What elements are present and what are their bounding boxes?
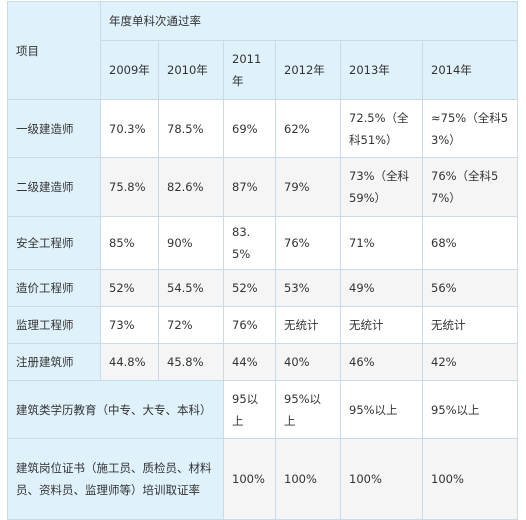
- table-row: 注册建筑师 44.8% 45.8% 44% 40% 46% 42%: [7, 343, 519, 381]
- row-label: 一级建造师: [7, 99, 101, 158]
- table-cell: 69%: [223, 99, 276, 158]
- table-cell: 44.8%: [100, 343, 159, 381]
- table-cell: 100%: [340, 438, 423, 520]
- header-year: 2012年: [275, 40, 341, 100]
- header-group-title: 年度单科次通过率: [99, 1, 519, 41]
- header-year: 2009年: [100, 40, 159, 100]
- table-cell: 70.3%: [100, 99, 159, 158]
- table-cell: 83.5%: [223, 216, 276, 270]
- table-cell: 56%: [421, 269, 519, 307]
- table-cell: 95以上: [223, 380, 276, 439]
- table-cell: 78.5%: [158, 99, 224, 158]
- row-label-wide: 建筑类学历教育（中专、大专、本科）: [7, 380, 224, 439]
- table-cell: 71%: [340, 216, 423, 270]
- table-cell: 79%: [275, 157, 341, 217]
- table-cell: 76%: [223, 306, 276, 344]
- row-label: 造价工程师: [7, 269, 101, 307]
- pass-rate-table: 项目 年度单科次通过率 2009年 2010年 2011年 2012年 2013…: [7, 1, 519, 520]
- table-cell: 95%以上: [340, 380, 423, 439]
- table-row: 一级建造师 70.3% 78.5% 69% 62% 72.5%（全科51%） ≈…: [7, 99, 519, 158]
- table-cell: 72%: [158, 306, 224, 344]
- header-year: 2013年: [340, 40, 423, 100]
- header-row-years: 2009年 2010年 2011年 2012年 2013年 2014年: [8, 40, 519, 100]
- table-cell: 72.5%（全科51%）: [340, 99, 423, 158]
- table-cell: 44%: [223, 343, 276, 381]
- table-cell: 82.6%: [158, 157, 224, 217]
- header-year: 2011年: [223, 40, 276, 100]
- table-cell: 54.5%: [158, 269, 224, 307]
- table-cell: 76%（全科57%）: [421, 157, 519, 217]
- table-cell: 45.8%: [158, 343, 224, 381]
- table-cell: 100%: [275, 438, 341, 520]
- table-cell: 76%: [275, 216, 341, 270]
- table-cell: 无统计: [340, 306, 423, 344]
- header-row-group: 项目 年度单科次通过率: [7, 1, 519, 100]
- table-cell: 73%: [100, 306, 159, 344]
- table-cell: 75.8%: [100, 157, 159, 217]
- table-cell: 62%: [275, 99, 341, 158]
- table-cell: 73%（全科59%）: [340, 157, 423, 217]
- table-cell: 46%: [340, 343, 423, 381]
- header-item: 项目: [7, 1, 101, 100]
- table-row-wide: 建筑岗位证书（施工员、质检员、材料员、资料员、监理师等）培训取证率 100% 1…: [7, 438, 519, 520]
- table-cell: 68%: [421, 216, 519, 270]
- row-label: 安全工程师: [7, 216, 101, 270]
- table-cell: 95%以上: [421, 380, 519, 439]
- table-cell: 95%以上: [275, 380, 341, 439]
- table-cell: 49%: [340, 269, 423, 307]
- header-year: 2014年: [421, 40, 519, 100]
- table-row-wide: 建筑类学历教育（中专、大专、本科） 95以上 95%以上 95%以上 95%以上: [7, 380, 519, 439]
- table-cell: ≈75%（全科53%）: [421, 99, 519, 158]
- row-label: 监理工程师: [7, 306, 101, 344]
- table-row: 二级建造师 75.8% 82.6% 87% 79% 73%（全科59%） 76%…: [7, 157, 519, 217]
- table-row: 安全工程师 85% 90% 83.5% 76% 71% 68%: [7, 216, 519, 270]
- table-cell: 无统计: [275, 306, 341, 344]
- header-year: 2010年: [158, 40, 224, 100]
- table-cell: 87%: [223, 157, 276, 217]
- row-label-wide: 建筑岗位证书（施工员、质检员、材料员、资料员、监理师等）培训取证率: [7, 438, 224, 520]
- table-cell: 100%: [421, 438, 519, 520]
- row-label: 注册建筑师: [7, 343, 101, 381]
- table-cell: 52%: [100, 269, 159, 307]
- table-cell: 40%: [275, 343, 341, 381]
- table-row: 监理工程师 73% 72% 76% 无统计 无统计 无统计: [7, 306, 519, 344]
- table-cell: 53%: [275, 269, 341, 307]
- table-cell: 52%: [223, 269, 276, 307]
- table-cell: 100%: [223, 438, 276, 520]
- row-label: 二级建造师: [7, 157, 101, 217]
- table-cell: 42%: [421, 343, 519, 381]
- table-cell: 85%: [100, 216, 159, 270]
- table-cell: 无统计: [421, 306, 519, 344]
- table-row: 造价工程师 52% 54.5% 52% 53% 49% 56%: [7, 269, 519, 307]
- table-cell: 90%: [158, 216, 224, 270]
